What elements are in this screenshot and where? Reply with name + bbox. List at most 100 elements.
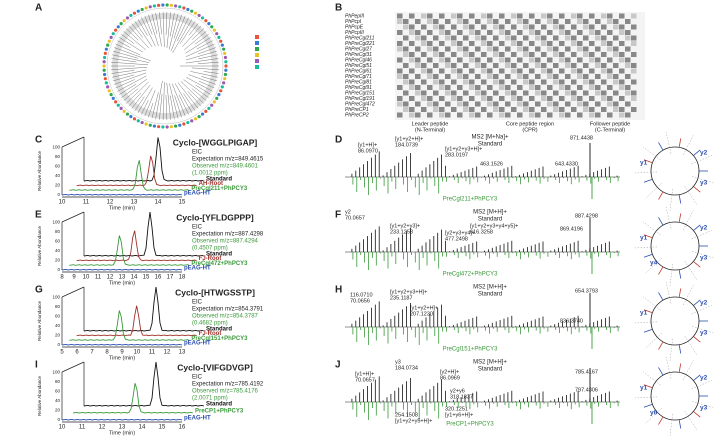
residue (631, 96, 637, 101)
ms-peak-label: 70.0657 (355, 377, 375, 383)
residue (511, 96, 517, 101)
residue (445, 41, 451, 46)
ms-peak-label: 233.1258 (390, 229, 413, 235)
residue (631, 79, 637, 85)
residue (415, 107, 421, 112)
residue (535, 30, 541, 35)
residue (469, 57, 475, 63)
side-chain (658, 142, 664, 151)
residue (481, 19, 487, 24)
residue (403, 30, 409, 35)
leaf (190, 9, 194, 13)
residue (457, 46, 463, 52)
residue (523, 74, 529, 79)
leaf (157, 125, 161, 129)
residue (493, 79, 499, 85)
residue (505, 74, 511, 79)
residue (409, 85, 415, 90)
branch (126, 28, 139, 41)
residue (565, 112, 571, 118)
leaf (136, 9, 140, 13)
y-tick: 80 (55, 154, 61, 159)
residue (451, 35, 457, 41)
residue (565, 63, 571, 68)
residue (439, 46, 445, 52)
residue (397, 74, 403, 79)
residue (601, 46, 607, 52)
residue (523, 63, 529, 68)
residue (619, 85, 625, 90)
residue (523, 30, 529, 35)
residue (475, 41, 481, 46)
residue (607, 63, 613, 68)
residue (613, 41, 619, 46)
side-chain (658, 217, 664, 226)
residue (547, 35, 553, 41)
residue (415, 35, 421, 41)
residue (505, 107, 511, 112)
residue (559, 90, 565, 96)
ppm: (0.4507 ppm) (192, 246, 228, 252)
residue (529, 52, 535, 57)
residue (427, 35, 433, 41)
residue (595, 19, 601, 24)
residue (433, 68, 439, 74)
residue (481, 112, 487, 118)
chrom-title: Cyclo-[HTWGSSTP] (175, 287, 255, 297)
residue (583, 57, 589, 63)
residue (613, 63, 619, 68)
residue (625, 35, 631, 41)
residue (481, 96, 487, 101)
residue (469, 85, 475, 90)
residue (619, 57, 625, 63)
x-tick: 11 (149, 350, 156, 356)
residue (619, 24, 625, 30)
residue (565, 41, 571, 46)
residue (421, 79, 427, 85)
residue (433, 46, 439, 52)
legend-swatch (255, 59, 259, 63)
legend-swatch (255, 35, 259, 39)
residue (619, 96, 625, 101)
leaf (129, 13, 133, 18)
residue (583, 24, 589, 30)
side-chain (693, 374, 701, 381)
residue (625, 57, 631, 63)
residue (625, 19, 631, 24)
x-tick: 13 (119, 275, 126, 281)
residue (541, 79, 547, 85)
branch (197, 47, 216, 55)
ms-sample: PreCgl151+PhPCY3 (443, 347, 499, 353)
residue (397, 90, 403, 96)
residue (397, 101, 403, 107)
residue (607, 19, 613, 24)
residue (475, 68, 481, 74)
residue (589, 68, 595, 74)
branch (190, 71, 218, 78)
residue (529, 112, 535, 118)
cleavage (665, 356, 672, 379)
residue (469, 52, 475, 57)
residue (499, 74, 505, 79)
residue (613, 35, 619, 41)
residue (571, 79, 577, 85)
ms-peak-label: [y1+y2+H]+ (395, 136, 423, 142)
residue (421, 96, 427, 101)
residue (547, 96, 553, 101)
ms-sample: PreCP1+PhPCY3 (446, 422, 494, 428)
residue (451, 68, 457, 74)
x-tick: 16 (179, 425, 186, 431)
region-label: Core peptide region (506, 121, 554, 127)
residue (397, 96, 403, 101)
residue (517, 46, 523, 52)
residue (421, 35, 427, 41)
residue (493, 90, 499, 96)
residue (445, 35, 451, 41)
y-tick: 0 (57, 192, 60, 197)
y-tick: 100 (52, 370, 60, 375)
cleavage (684, 336, 697, 355)
residue (481, 52, 487, 57)
residue (541, 96, 547, 101)
residue (565, 74, 571, 79)
